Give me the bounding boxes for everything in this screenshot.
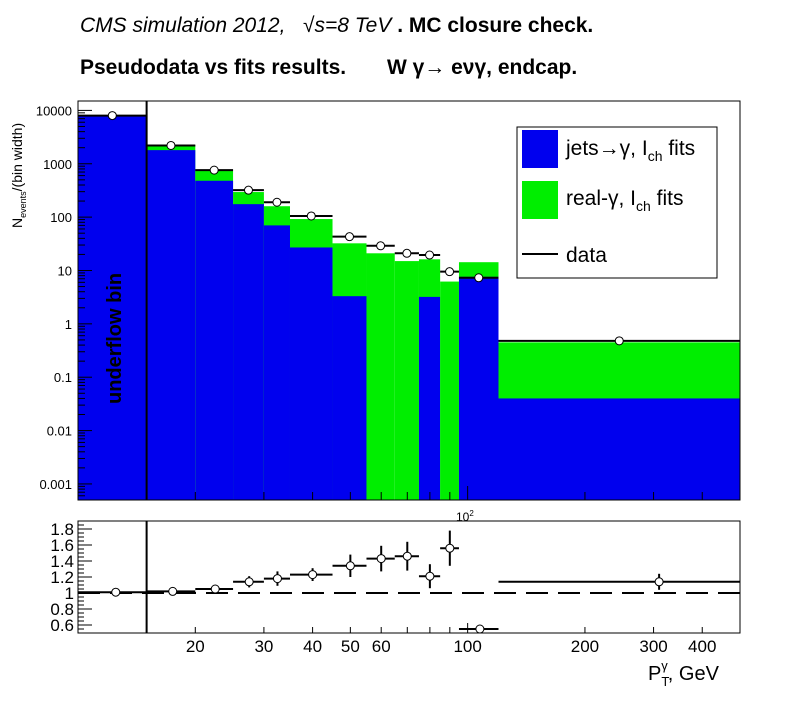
ratio-point-6 [345, 561, 355, 571]
ratio-point-3 [244, 577, 254, 587]
top-ytick-label-0: 0.001 [39, 477, 72, 492]
data-point-1 [166, 140, 176, 150]
ratio-ytick-label-2: 1 [65, 584, 74, 603]
ratio-xtick-label-8: 400 [688, 637, 716, 656]
ratio-xlabel: PTγ, GeV [648, 658, 720, 689]
data-point-7 [376, 241, 386, 251]
title-pseudodata: Pseudodata vs fits results. [80, 56, 347, 79]
ratio-point-9 [425, 571, 435, 581]
ratio-point-1 [168, 586, 178, 596]
data-point-4 [272, 197, 282, 207]
ratio-xtick-label-2: 40 [303, 637, 322, 656]
data-point-5 [306, 211, 316, 221]
ratio-point-2 [210, 584, 220, 594]
legend-label-real: real-γ, Ich fits [566, 187, 683, 214]
title-process: W γ→ eνγ, endcap. [386, 56, 578, 79]
legend-label-jets: jets→γ, Ich fits [565, 137, 695, 164]
ratio-xtick-label-4: 60 [372, 637, 391, 656]
ratio-xtick-label-3: 50 [341, 637, 360, 656]
jets-bar-2 [195, 180, 234, 501]
ratio-point-8 [402, 551, 412, 561]
jets-bar-6 [332, 296, 367, 500]
real-gamma-bar-8 [394, 261, 419, 500]
top-ytick-label-3: 1 [65, 317, 72, 332]
data-point-12 [614, 336, 624, 346]
top-ytick-label-6: 1000 [43, 157, 72, 172]
legend-swatch-jets [522, 130, 558, 168]
jets-bar-5 [289, 247, 333, 500]
ratio-xtick-label-5: 100 [453, 637, 481, 656]
top-ylabel: Nevents/(bin width) [9, 123, 28, 228]
jets-bar-11 [458, 276, 499, 500]
title-sim: CMS simulation 2012, [80, 14, 286, 37]
top-ytick-label-1: 0.01 [47, 424, 72, 439]
ratio-point-11 [475, 624, 485, 634]
ratio-point-5 [308, 570, 318, 580]
ratio-ytick-label-1: 0.8 [50, 600, 74, 619]
jets-bar-9 [418, 296, 441, 500]
jets-bar-3 [233, 204, 264, 500]
ratio-point-4 [272, 574, 282, 584]
data-point-8 [402, 248, 412, 258]
top-x-exponent: 102 [456, 509, 474, 524]
top-ytick-label-4: 10 [58, 263, 72, 278]
ratio-ytick-label-3: 1.2 [50, 568, 74, 587]
data-point-11 [474, 273, 484, 283]
legend-swatch-real [522, 181, 558, 219]
title-closure: . MC closure check. [397, 14, 594, 37]
ratio-point-0 [111, 587, 121, 597]
jets-bar-4 [263, 225, 290, 500]
ratio-ytick-label-0: 0.6 [50, 616, 74, 635]
title-line-2: Pseudodata vs fits results. W γ→ eνγ, en… [80, 56, 577, 80]
underflow-label: underflow bin [104, 273, 126, 404]
title-sqrt-s: √s=8 TeV [302, 14, 392, 37]
data-point-2 [209, 165, 219, 175]
top-frame [77, 100, 741, 501]
ratio-ytick-label-5: 1.6 [50, 536, 74, 555]
ratio-xtick-label-7: 300 [639, 637, 667, 656]
legend-label-data: data [566, 244, 607, 267]
data-point-3 [243, 185, 253, 195]
top-ytick-label-2: 0.1 [54, 370, 72, 385]
ratio-ytick-label-6: 1.8 [50, 520, 74, 539]
ratio-xtick-label-0: 20 [186, 637, 205, 656]
real-gamma-bar-10 [440, 281, 459, 500]
data-point-10 [445, 267, 455, 277]
ratio-ytick-label-4: 1.4 [50, 552, 74, 571]
jets-bar-12 [498, 398, 740, 500]
data-point-0 [107, 111, 117, 121]
ratio-point-7 [376, 554, 386, 564]
ratio-xtick-label-1: 30 [254, 637, 273, 656]
data-point-9 [425, 250, 435, 260]
title-line-1: CMS simulation 2012, √s=8 TeV . MC closu… [80, 14, 593, 38]
jets-bar-0 [78, 116, 147, 501]
top-ytick-label-5: 100 [50, 210, 72, 225]
jets-bar-1 [146, 150, 196, 500]
ratio-point-12 [654, 577, 664, 587]
ratio-xtick-label-6: 200 [571, 637, 599, 656]
data-point-6 [345, 232, 355, 242]
top-ytick-label-7: 10000 [36, 103, 72, 118]
ratio-frame [77, 520, 741, 634]
real-gamma-bar-7 [366, 253, 395, 500]
ratio-point-10 [445, 543, 455, 553]
